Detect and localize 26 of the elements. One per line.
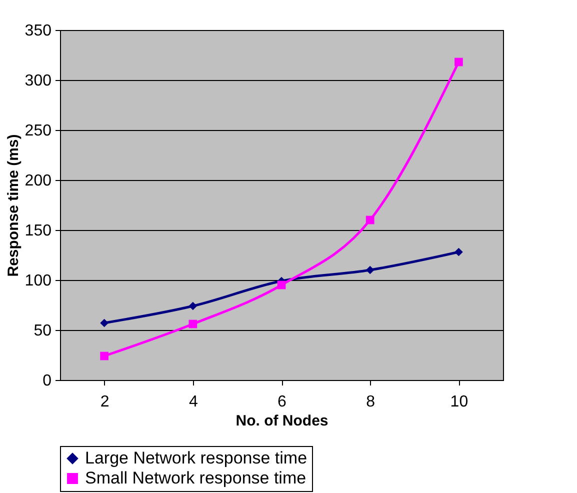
legend-label: Large Network response time <box>85 448 308 468</box>
x-tick-label: 2 <box>100 394 110 410</box>
y-tick-label: 300 <box>24 72 52 90</box>
point <box>188 320 198 328</box>
legend-label: Small Network response time <box>85 468 306 488</box>
y-tick-label: 150 <box>24 222 52 240</box>
y-tick-label: 200 <box>24 172 52 190</box>
point <box>188 302 198 310</box>
x-axis-title: No. of Nodes <box>236 412 328 430</box>
x-tick-label: 8 <box>366 394 376 410</box>
point <box>366 266 374 274</box>
x-tick-label: 6 <box>278 394 287 410</box>
y-tick-label: 0 <box>42 372 52 390</box>
point <box>100 318 108 328</box>
point <box>277 280 286 290</box>
y-tick-label: 50 <box>34 322 52 340</box>
x-tick-label: 4 <box>188 394 198 410</box>
x-tick-label: 10 <box>450 394 468 410</box>
point <box>454 248 463 256</box>
point <box>366 216 374 224</box>
y-tick-label: 350 <box>24 22 52 40</box>
point <box>454 58 463 66</box>
y-tick-label: 250 <box>24 122 52 140</box>
y-axis-title: Response time (ms) <box>4 134 22 277</box>
y-tick-label: 100 <box>24 272 52 290</box>
point <box>100 352 108 360</box>
